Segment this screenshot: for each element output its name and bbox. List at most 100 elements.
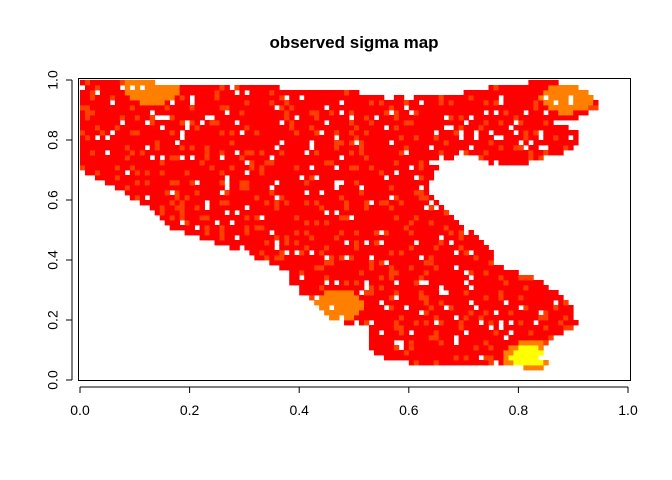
- heatmap-cell: [363, 300, 370, 306]
- heatmap-cell: [543, 100, 549, 106]
- heatmap-cell: [498, 285, 504, 291]
- heatmap-cell: [383, 325, 390, 331]
- heatmap-cell: [518, 280, 524, 286]
- heatmap-cell: [214, 130, 220, 136]
- heatmap-cell: [354, 195, 360, 201]
- heatmap-cell: [403, 260, 410, 266]
- heatmap-cell: [354, 240, 360, 246]
- heatmap-cell: [104, 95, 111, 101]
- heatmap-cell: [229, 175, 235, 181]
- heatmap-cell: [373, 110, 380, 116]
- heatmap-cell: [124, 160, 131, 166]
- heatmap-cell: [194, 210, 200, 216]
- heatmap-cell: [274, 90, 280, 96]
- heatmap-cell: [139, 145, 146, 151]
- heatmap-cell: [518, 340, 524, 346]
- heatmap-cell: [368, 170, 375, 176]
- heatmap-cell: [548, 335, 554, 341]
- heatmap-cell: [408, 195, 415, 201]
- heatmap-cell: [294, 275, 300, 281]
- heatmap-cell: [408, 255, 415, 261]
- heatmap-cell: [448, 300, 455, 306]
- heatmap-cell: [259, 220, 265, 226]
- heatmap-cell: [558, 145, 564, 151]
- heatmap-cell: [289, 270, 295, 276]
- heatmap-cell: [114, 160, 121, 166]
- heatmap-cell: [553, 80, 559, 86]
- heatmap-cell: [239, 160, 245, 166]
- heatmap-cell: [274, 110, 280, 116]
- heatmap-cell: [234, 115, 240, 121]
- heatmap-cell: [388, 255, 395, 261]
- heatmap-cell: [483, 270, 489, 276]
- heatmap-cell: [528, 295, 534, 301]
- heatmap-cell: [558, 310, 564, 316]
- heatmap-cell: [294, 205, 300, 211]
- heatmap-cell: [373, 165, 380, 171]
- heatmap-cell: [239, 200, 245, 206]
- heatmap-cell: [548, 305, 554, 311]
- heatmap-cell: [428, 215, 435, 221]
- heatmap-cell: [324, 155, 330, 161]
- heatmap-cell: [349, 170, 355, 176]
- heatmap-cell: [319, 125, 325, 131]
- heatmap-cell: [433, 230, 440, 236]
- heatmap-cell: [214, 105, 220, 111]
- heatmap-cell: [244, 145, 250, 151]
- heatmap-cell: [244, 215, 250, 221]
- heatmap-cell: [443, 260, 450, 266]
- heatmap-cell: [363, 265, 370, 271]
- heatmap-cell: [538, 100, 544, 106]
- heatmap-cell: [259, 130, 265, 136]
- heatmap-cell: [533, 145, 539, 151]
- heatmap-cell: [378, 350, 385, 356]
- heatmap-cell: [363, 140, 370, 146]
- heatmap-cell: [513, 100, 519, 106]
- heatmap-cell: [244, 235, 250, 241]
- heatmap-cell: [344, 155, 350, 161]
- heatmap-cell: [289, 215, 295, 221]
- heatmap-cell: [378, 305, 385, 311]
- heatmap-cell: [458, 120, 464, 126]
- heatmap-cell: [344, 145, 350, 151]
- heatmap-cell: [468, 95, 474, 101]
- heatmap-cell: [254, 115, 260, 121]
- heatmap-cell: [408, 270, 415, 276]
- heatmap-cell: [468, 355, 474, 361]
- heatmap-cell: [433, 355, 440, 361]
- heatmap-cell: [89, 170, 96, 176]
- heatmap-cell: [194, 120, 200, 126]
- heatmap-cell: [94, 85, 101, 91]
- heatmap-cell: [264, 150, 270, 156]
- heatmap-cell: [269, 205, 275, 211]
- heatmap-cell: [423, 215, 430, 221]
- heatmap-cell: [503, 325, 509, 331]
- heatmap-cell: [274, 150, 280, 156]
- heatmap-cell: [543, 310, 549, 316]
- heatmap-cell: [508, 115, 514, 121]
- heatmap-cell: [134, 85, 141, 91]
- heatmap-cell: [84, 120, 91, 126]
- heatmap-cell: [538, 350, 544, 356]
- heatmap-cell: [274, 230, 280, 236]
- heatmap-cell: [144, 105, 151, 111]
- heatmap-cell: [468, 140, 474, 146]
- heatmap-cell: [179, 100, 186, 106]
- heatmap-cell: [423, 210, 430, 216]
- heatmap-cell: [463, 130, 469, 136]
- heatmap-cell: [458, 240, 464, 246]
- heatmap-cell: [179, 205, 186, 211]
- heatmap-cell: [543, 300, 549, 306]
- heatmap-cell: [503, 330, 509, 336]
- heatmap-cell: [528, 365, 534, 371]
- heatmap-cell: [229, 100, 235, 106]
- heatmap-cell: [523, 350, 529, 356]
- heatmap-cell: [458, 255, 464, 261]
- heatmap-cell: [99, 140, 106, 146]
- heatmap-cell: [478, 295, 484, 301]
- heatmap-cell: [349, 250, 355, 256]
- y-tick-label: 1.0: [45, 70, 61, 90]
- heatmap-cell: [134, 105, 141, 111]
- heatmap-cell: [363, 135, 370, 141]
- heatmap-cell: [279, 180, 285, 186]
